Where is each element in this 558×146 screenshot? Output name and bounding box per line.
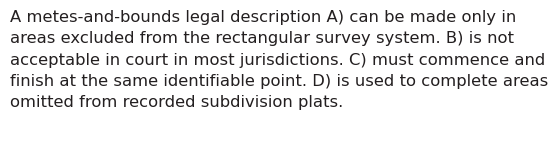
Text: A metes-and-bounds legal description A) can be made only in
areas excluded from : A metes-and-bounds legal description A) … — [10, 10, 549, 110]
